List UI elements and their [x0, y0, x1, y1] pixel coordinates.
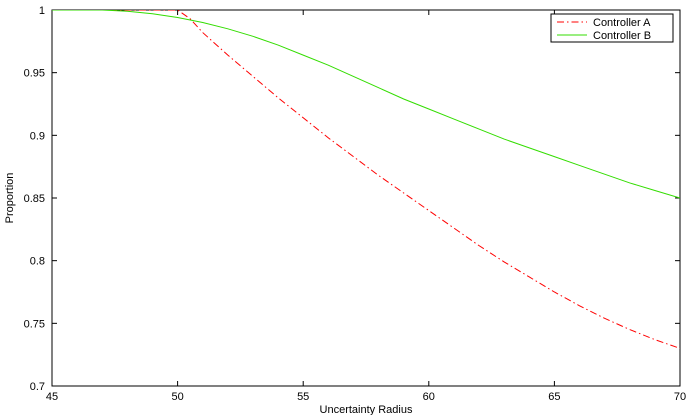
plot-area	[51, 9, 681, 387]
y-tick-label: 0.85	[24, 193, 45, 205]
y-tick-label: 0.9	[30, 130, 45, 142]
x-axis-label: Uncertainty Radius	[320, 404, 413, 415]
y-axis-label: Proportion	[4, 173, 16, 224]
series-lines	[52, 10, 680, 349]
y-tick-label: 0.7	[30, 381, 45, 393]
legend: Controller A Controller B	[550, 13, 674, 43]
legend-box	[550, 13, 674, 43]
y-tick-label: 1	[39, 5, 45, 17]
x-tick-label: 50	[171, 391, 183, 403]
x-tick-label: 60	[423, 391, 435, 403]
y-tick-label: 0.75	[24, 318, 45, 330]
y-tick-label: 0.8	[30, 256, 45, 268]
legend-label-controller-b: Controller B	[593, 30, 651, 42]
series-line-controller-a	[52, 10, 680, 349]
x-tick-label: 70	[674, 391, 686, 403]
y-tick-label: 0.95	[24, 68, 45, 80]
x-tick-label: 45	[46, 391, 58, 403]
legend-label-controller-a: Controller A	[593, 17, 651, 29]
x-axis: 45 50 55 60 65 70	[46, 10, 686, 403]
x-tick-label: 55	[297, 391, 309, 403]
series-line-controller-b	[52, 10, 680, 199]
x-tick-label: 65	[548, 391, 560, 403]
y-axis: 0.7 0.75 0.8 0.85 0.9 0.95 1	[24, 5, 680, 393]
